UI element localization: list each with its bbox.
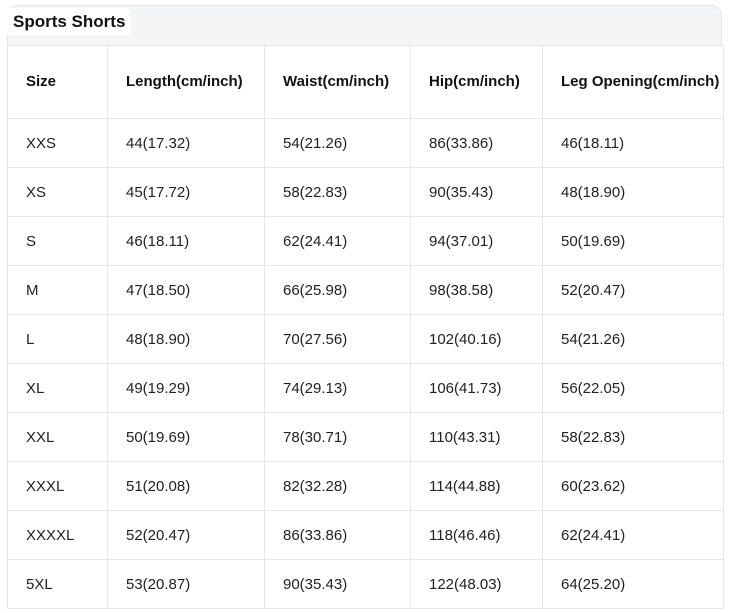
waist-cell: 70(27.56) [264, 314, 411, 364]
column-header-size: Size [7, 45, 108, 119]
table-row: M 47(18.50) 66(25.98) 98(38.58) 52(20.47) [7, 265, 724, 315]
length-cell: 50(19.69) [107, 412, 265, 462]
table-row: XXXXL 52(20.47) 86(33.86) 118(46.46) 62(24.4… [7, 510, 724, 560]
table-row: XXL 50(19.69) 78(30.71) 110(43.31) 58(22.83) [7, 412, 724, 462]
length-cell: 46(18.11) [107, 216, 265, 266]
length-cell: 44(17.32) [107, 118, 265, 168]
waist-cell: 86(33.86) [264, 510, 411, 560]
size-cell: L [7, 314, 108, 364]
length-cell: 52(20.47) [107, 510, 265, 560]
hip-cell: 102(40.16) [410, 314, 543, 364]
length-cell: 45(17.72) [107, 167, 265, 217]
size-cell: M [7, 265, 108, 315]
hip-cell: 94(37.01) [410, 216, 543, 266]
size-cell: XXXXL [7, 510, 108, 560]
leg-opening-cell: 46(18.11) [542, 118, 724, 168]
leg-opening-cell: 60(23.62) [542, 461, 724, 511]
length-cell: 51(20.08) [107, 461, 265, 511]
waist-cell: 66(25.98) [264, 265, 411, 315]
column-header-hip: Hip(cm/inch) [410, 45, 543, 119]
size-cell: XS [7, 167, 108, 217]
table-header-row: Size Length(cm/inch) Waist(cm/inch) Hip(… [7, 45, 724, 119]
leg-opening-cell: 54(21.26) [542, 314, 724, 364]
table-row: XXS 44(17.32) 54(21.26) 86(33.86) 46(18.11) [7, 118, 724, 168]
leg-opening-cell: 48(18.90) [542, 167, 724, 217]
waist-cell: 74(29.13) [264, 363, 411, 413]
hip-cell: 86(33.86) [410, 118, 543, 168]
leg-opening-cell: 50(19.69) [542, 216, 724, 266]
size-cell: 5XL [7, 559, 108, 609]
waist-cell: 90(35.43) [264, 559, 411, 609]
leg-opening-cell: 58(22.83) [542, 412, 724, 462]
length-cell: 47(18.50) [107, 265, 265, 315]
waist-cell: 58(22.83) [264, 167, 411, 217]
column-header-length: Length(cm/inch) [107, 45, 265, 119]
hip-cell: 118(46.46) [410, 510, 543, 560]
waist-cell: 54(21.26) [264, 118, 411, 168]
leg-opening-cell: 62(24.41) [542, 510, 724, 560]
size-cell: XXS [7, 118, 108, 168]
size-cell: S [7, 216, 108, 266]
leg-opening-cell: 64(25.20) [542, 559, 724, 609]
hip-cell: 110(43.31) [410, 412, 543, 462]
size-cell: XL [7, 363, 108, 413]
table-row: S 46(18.11) 62(24.41) 94(37.01) 50(19.69) [7, 216, 724, 266]
table-row: 5XL 53(20.87) 90(35.43) 122(48.03) 64(25.20) [7, 559, 724, 609]
size-cell: XXL [7, 412, 108, 462]
table-row: XXXL 51(20.08) 82(32.28) 114(44.88) 60(23.62… [7, 461, 724, 511]
leg-opening-cell: 56(22.05) [542, 363, 724, 413]
column-header-leg-opening: Leg Opening(cm/inch) [542, 45, 724, 119]
waist-cell: 82(32.28) [264, 461, 411, 511]
hip-cell: 106(41.73) [410, 363, 543, 413]
table-body: XXS 44(17.32) 54(21.26) 86(33.86) 46(18.11) X… [7, 118, 724, 609]
chart-title: Sports Shorts [7, 8, 131, 35]
hip-cell: 114(44.88) [410, 461, 543, 511]
table-row: XL 49(19.29) 74(29.13) 106(41.73) 56(22.05) [7, 363, 724, 413]
hip-cell: 90(35.43) [410, 167, 543, 217]
table-row: XS 45(17.72) 58(22.83) 90(35.43) 48(18.90) [7, 167, 724, 217]
table-row: L 48(18.90) 70(27.56) 102(40.16) 54(21.26) [7, 314, 724, 364]
length-cell: 48(18.90) [107, 314, 265, 364]
hip-cell: 122(48.03) [410, 559, 543, 609]
length-cell: 49(19.29) [107, 363, 265, 413]
size-cell: XXXL [7, 461, 108, 511]
hip-cell: 98(38.58) [410, 265, 543, 315]
leg-opening-cell: 52(20.47) [542, 265, 724, 315]
column-header-waist: Waist(cm/inch) [264, 45, 411, 119]
waist-cell: 78(30.71) [264, 412, 411, 462]
length-cell: 53(20.87) [107, 559, 265, 609]
waist-cell: 62(24.41) [264, 216, 411, 266]
size-table: Size Length(cm/inch) Waist(cm/inch) Hip(… [7, 45, 724, 609]
